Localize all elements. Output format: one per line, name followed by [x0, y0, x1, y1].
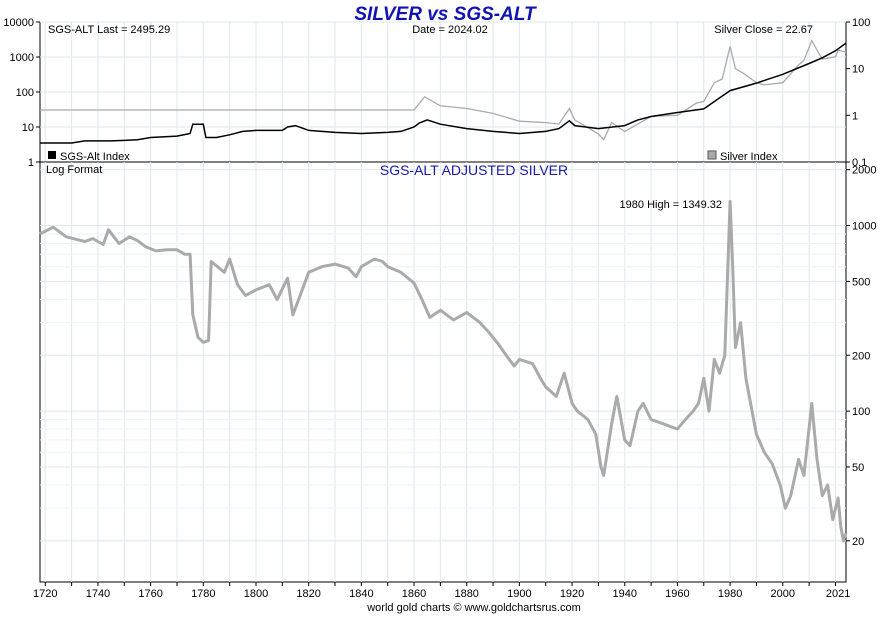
x-axis-tick-label: 1820	[296, 588, 320, 600]
left-axis-tick-label: 10000	[3, 17, 34, 29]
x-axis-tick-label: 1980	[718, 588, 742, 600]
left-axis-tick-label: 1	[28, 157, 34, 169]
x-axis-tick-label: 2021	[826, 588, 850, 600]
top-panel-series	[40, 39, 847, 144]
right-axis-tick-label: 0.1	[852, 157, 867, 169]
bottom-panel-title: SGS-ALT ADJUSTED SILVER	[380, 162, 568, 178]
log-format-label: Log Format	[46, 164, 102, 176]
x-axis-tick-label: 1740	[86, 588, 110, 600]
sgs-alt-index-line	[40, 42, 847, 144]
legend-swatch-sgs-alt	[48, 151, 56, 159]
x-axis-tick-label: 1940	[613, 588, 637, 600]
legend-swatch-silver	[707, 150, 717, 160]
x-axis-tick-label: 1920	[560, 588, 584, 600]
x-axis-tick-label: 1720	[33, 588, 57, 600]
legend-label-sgs-alt: SGS-Alt Index	[60, 151, 130, 163]
x-axis: 1720 1740 1760 1780 1800 1820 1840 1860 1880 1900…	[33, 582, 850, 600]
bottom-axis-tick-label: 1000	[852, 221, 876, 233]
silver-index-line	[40, 39, 847, 141]
right-axis-tick-label: 1	[852, 110, 858, 122]
x-axis-tick-label: 1780	[191, 588, 215, 600]
x-axis-tick-label: 2000	[771, 588, 795, 600]
bottom-panel-frame	[39, 161, 847, 583]
top-panel-axes: 1 10 100 1000 10000 0.1 1 10 100	[3, 17, 870, 169]
x-axis-tick-label: 1960	[665, 588, 689, 600]
1980-high-annotation: 1980 High = 1349.32	[620, 199, 722, 211]
chart-title: SILVER vs SGS-ALT	[354, 4, 537, 25]
x-axis-tick-label: 1860	[402, 588, 426, 600]
left-axis-tick-label: 1000	[10, 52, 34, 64]
date-label: Date = 2024.02	[412, 24, 488, 36]
bottom-axis-tick-label: 200	[852, 350, 870, 362]
bottom-panel-axes: 20 50 100 200 500 1000 2000	[846, 165, 876, 548]
left-axis-tick-label: 10	[22, 122, 34, 134]
sgs-alt-last-label: SGS-ALT Last = 2495.29	[48, 24, 170, 36]
x-axis-tick-label: 1800	[244, 588, 268, 600]
left-axis-tick-label: 100	[16, 87, 34, 99]
bottom-panel-series	[39, 199, 848, 543]
bottom-axis-tick-label: 2000	[852, 165, 876, 177]
bottom-axis-tick-label: 20	[852, 536, 864, 548]
footer-credit: world gold charts © www.goldchartsrus.co…	[366, 602, 581, 614]
adjusted-silver-line	[39, 199, 848, 543]
bottom-axis-tick-label: 50	[852, 462, 864, 474]
bottom-axis-tick-label: 100	[852, 406, 870, 418]
x-axis-tick-label: 1840	[349, 588, 373, 600]
bottom-panel-grid	[40, 162, 846, 582]
x-axis-tick-label: 1760	[138, 588, 162, 600]
x-axis-tick-label: 1900	[507, 588, 531, 600]
legend-label-silver: Silver Index	[720, 151, 778, 163]
right-axis-tick-label: 100	[852, 17, 870, 29]
silver-close-label: Silver Close = 22.67	[714, 24, 813, 36]
x-axis-tick-label: 1880	[454, 588, 478, 600]
bottom-axis-tick-label: 500	[852, 276, 870, 288]
right-axis-tick-label: 10	[852, 64, 864, 76]
